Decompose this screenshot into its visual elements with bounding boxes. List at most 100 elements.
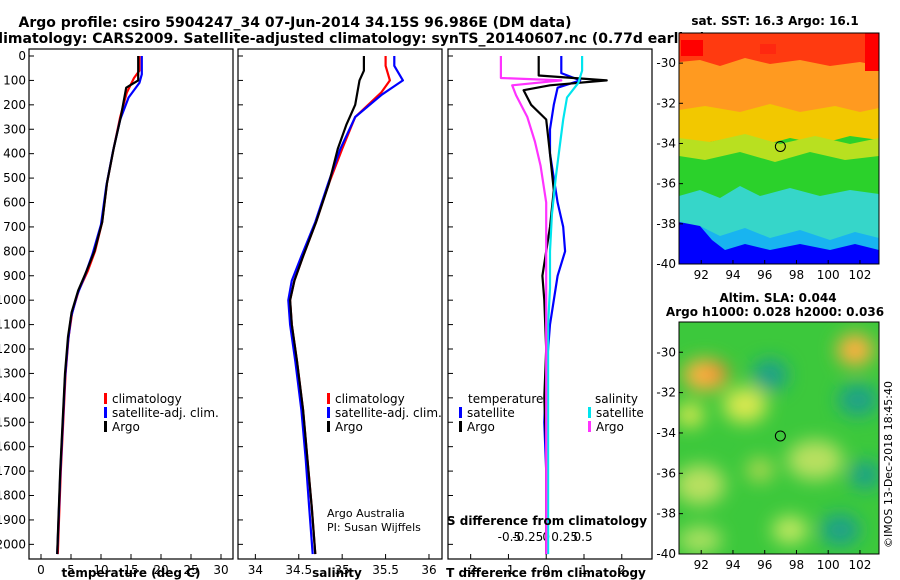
salinity-profile-lines — [287, 56, 404, 555]
legend-swatch-s-argo — [588, 421, 591, 432]
legend-label-satellite: satellite-adj. clim. — [335, 406, 442, 420]
legend-label-t-argo: Argo — [467, 420, 495, 434]
depth-tick-label: 1600 — [0, 440, 26, 454]
map-x-tick-label: 100 — [817, 558, 840, 572]
x-tick-label: 36 — [421, 563, 436, 577]
legend-swatch-argo — [327, 421, 330, 432]
depth-tick-label: 1500 — [0, 415, 26, 429]
depth-tick-label: 700 — [3, 220, 26, 234]
s-tick-label: 0.25 — [551, 530, 578, 544]
map-x-tick-label: 98 — [789, 558, 804, 572]
depth-tick-label: 500 — [3, 171, 26, 185]
depth-tick-label: 600 — [3, 196, 26, 210]
salinity-xlabel: salinity — [312, 566, 362, 580]
legend-label-satellite: satellite-adj. clim. — [112, 406, 219, 420]
salinity-panel-frame — [237, 48, 443, 560]
depth-tick-label: 400 — [3, 147, 26, 161]
map-y-tick-label: -32 — [656, 386, 676, 400]
x-tick-label: 10 — [93, 563, 108, 577]
series-line-climatology — [56, 56, 141, 555]
map-x-tick-label: 92 — [694, 268, 709, 282]
series-line-satellite-adj-clim- — [56, 56, 143, 555]
sla-argo-location-marker — [774, 430, 786, 442]
legend-swatch-climatology — [104, 393, 107, 404]
sst-map-title: sat. SST: 16.3 Argo: 16.1 — [691, 14, 858, 28]
x-tick-label: 15 — [123, 563, 138, 577]
map-x-tick-label: 94 — [725, 268, 740, 282]
legend-swatch-satellite — [327, 407, 330, 418]
salinity-legend: climatology satellite-adj. clim. Argo — [327, 392, 442, 434]
temperature-profile-lines — [56, 56, 143, 555]
map-y-tick-label: -34 — [656, 136, 676, 150]
map-x-tick-label: 92 — [694, 558, 709, 572]
sla-map-title-line2: Argo h1000: 0.028 h2000: 0.036 — [666, 305, 884, 319]
sst-map-frame — [678, 32, 880, 265]
legend-label-s-satellite: satellite — [596, 406, 644, 420]
x-tick-label: -1 — [502, 563, 514, 577]
map-y-tick-label: -36 — [656, 177, 676, 191]
x-tick-label: -2 — [465, 563, 477, 577]
x-tick-label: 2 — [618, 563, 626, 577]
depth-tick-label: 1900 — [0, 513, 26, 527]
x-tick-label: 34 — [248, 563, 263, 577]
map-x-tick-label: 100 — [817, 268, 840, 282]
map-y-tick-label: -38 — [656, 507, 676, 521]
depth-tick-label: 2000 — [0, 537, 26, 551]
sla-map-axes: 92 94 96 98 100 102 -30 -32 -34 -36 -38 -40 — [656, 345, 871, 572]
sla-map-image — [679, 322, 879, 554]
sla-map-frame — [678, 321, 880, 555]
x-tick-label: 34.5 — [285, 563, 312, 577]
map-y-tick-label: -40 — [656, 257, 676, 271]
temperature-xlabel: temperature (deg C) — [62, 566, 201, 580]
sst-map-image — [679, 33, 879, 264]
depth-tick-label: 100 — [3, 73, 26, 87]
map-x-tick-label: 96 — [757, 268, 772, 282]
depth-tick-label: 1100 — [0, 318, 26, 332]
depth-tick-label: 1300 — [0, 366, 26, 380]
figure-title-line2: Climatology: CARS2009. Satellite-adjuste… — [0, 31, 706, 47]
x-tick-label: 30 — [213, 563, 228, 577]
depth-axis: 0 100 200 300 400 500 600 700 800 900 1000 1100 1200… — [0, 49, 453, 551]
legend-swatch-t-argo — [459, 421, 462, 432]
map-y-tick-label: -34 — [656, 426, 676, 440]
figure-title-line1: Argo profile: csiro 5904247_34 07-Jun-20… — [19, 15, 572, 31]
sst-argo-location-marker — [774, 140, 786, 152]
legend-label-climatology: climatology — [112, 392, 182, 406]
legend-label-s-argo: Argo — [596, 420, 624, 434]
x-tick-label: 20 — [153, 563, 168, 577]
depth-tick-label: 800 — [3, 244, 26, 258]
x-tick-label: 25 — [183, 563, 198, 577]
map-y-tick-label: -36 — [656, 466, 676, 480]
legend-swatch-s-satellite — [588, 407, 591, 418]
series-line-argo — [56, 56, 140, 555]
legend-label-climatology: climatology — [335, 392, 405, 406]
depth-tick-label: 1400 — [0, 391, 26, 405]
s-difference-label: S difference from climatology — [447, 514, 647, 528]
depth-tick-label: 1800 — [0, 489, 26, 503]
difference-profile-lines — [499, 56, 608, 555]
series-line-s-argo — [499, 56, 563, 555]
map-y-tick-label: -40 — [656, 547, 676, 561]
credit-line2: PI: Susan Wijffels — [327, 521, 421, 534]
depth-tick-label: 1200 — [0, 342, 26, 356]
depth-tick-label: 1000 — [0, 293, 26, 307]
difference-legend: temperature satellite Argo salinity sate… — [459, 392, 644, 434]
map-x-tick-label: 98 — [789, 268, 804, 282]
temperature-legend: climatology satellite-adj. clim. Argo — [104, 392, 219, 434]
series-line-t-argo — [522, 56, 608, 555]
s-tick-label: -0.5 — [498, 530, 521, 544]
sla-map-title-line1: Altim. SLA: 0.044 — [719, 291, 836, 305]
map-y-tick-label: -38 — [656, 217, 676, 231]
series-line-argo — [289, 56, 365, 555]
depth-tick-label: 300 — [3, 122, 26, 136]
legend-swatch-argo — [104, 421, 107, 432]
s-tick-label: -0.25 — [512, 530, 543, 544]
map-x-tick-label: 94 — [725, 558, 740, 572]
map-x-tick-label: 102 — [848, 558, 871, 572]
x-tick-label: 0 — [37, 563, 45, 577]
depth-tick-label: 900 — [3, 269, 26, 283]
difference-panel-frame — [447, 48, 653, 560]
x-tick-label: 35 — [335, 563, 350, 577]
map-y-tick-label: -30 — [656, 56, 676, 70]
